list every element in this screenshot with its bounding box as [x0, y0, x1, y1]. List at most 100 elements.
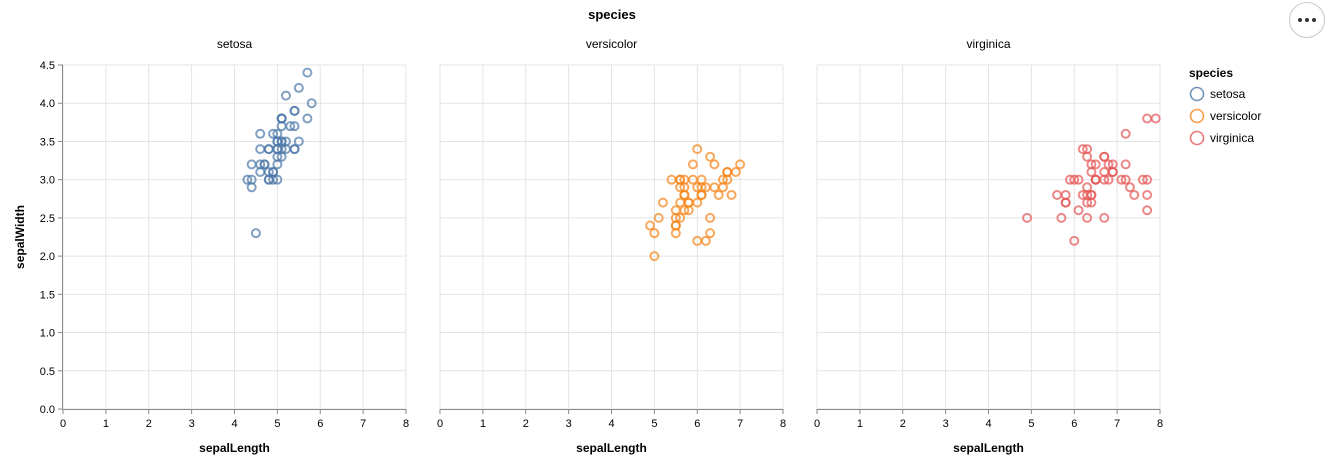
x-tick-label: 8	[403, 418, 409, 430]
data-point-versicolor	[705, 212, 716, 223]
data-point-setosa	[255, 159, 266, 170]
actions-menu-button[interactable]	[1289, 2, 1325, 38]
facet-title: species	[588, 7, 636, 22]
x-axis-title: sepalLength	[576, 441, 647, 455]
x-tick-label: 7	[737, 418, 743, 430]
data-point-setosa	[250, 228, 261, 239]
data-point-versicolor	[735, 159, 746, 170]
x-tick-label: 0	[437, 418, 443, 430]
data-point-versicolor	[649, 251, 660, 262]
y-tick-label: 1.5	[40, 289, 55, 301]
data-point-versicolor	[696, 174, 707, 185]
x-tick-label: 3	[566, 418, 572, 430]
data-point-virginica	[1073, 205, 1084, 216]
data-point-virginica	[1086, 189, 1097, 200]
y-axis-title: sepalWidth	[13, 205, 27, 269]
data-point-versicolor	[653, 212, 664, 223]
data-point-versicolor	[709, 159, 720, 170]
data-point-setosa	[302, 113, 313, 124]
x-axis-title: sepalLength	[953, 441, 1024, 455]
x-tick-label: 3	[189, 418, 195, 430]
data-point-virginica	[1107, 167, 1118, 178]
x-tick-label: 5	[1028, 418, 1034, 430]
data-point-setosa	[255, 128, 266, 139]
data-point-virginica	[1090, 174, 1101, 185]
data-point-setosa	[255, 144, 266, 155]
x-tick-label: 7	[1114, 418, 1120, 430]
data-point-versicolor	[692, 144, 703, 155]
data-point-versicolor	[687, 159, 698, 170]
data-point-versicolor	[670, 205, 681, 216]
data-point-setosa	[272, 136, 283, 147]
data-point-virginica	[1124, 182, 1135, 193]
x-tick-label: 2	[900, 418, 906, 430]
data-point-versicolor	[726, 189, 737, 200]
legend-symbol-versicolor	[1189, 108, 1205, 124]
data-point-virginica	[1086, 167, 1097, 178]
data-point-virginica	[1056, 212, 1067, 223]
data-point-virginica	[1142, 189, 1153, 200]
data-point-virginica	[1077, 144, 1088, 155]
x-tick-label: 4	[985, 418, 991, 430]
y-tick-label: 1.0	[40, 328, 55, 340]
data-point-setosa	[285, 121, 296, 132]
data-point-versicolor	[730, 167, 741, 178]
data-point-setosa	[289, 121, 300, 132]
data-point-setosa	[276, 113, 287, 124]
x-tick-label: 4	[231, 418, 237, 430]
y-tick-label: 2.0	[40, 251, 55, 263]
y-tick-label: 2.5	[40, 213, 55, 225]
data-point-versicolor	[649, 228, 660, 239]
y-tick-label: 3.5	[40, 136, 55, 148]
data-point-setosa	[280, 90, 291, 101]
data-point-virginica	[1137, 174, 1148, 185]
data-point-versicolor	[713, 189, 724, 200]
data-point-versicolor	[692, 197, 703, 208]
data-point-virginica	[1022, 212, 1033, 223]
data-point-virginica	[1082, 212, 1093, 223]
data-point-versicolor	[705, 228, 716, 239]
x-tick-label: 1	[103, 418, 109, 430]
x-axis-title: sepalLength	[199, 441, 270, 455]
data-point-setosa	[306, 98, 317, 109]
data-point-versicolor	[675, 197, 686, 208]
data-point-virginica	[1052, 189, 1063, 200]
more-dots-icon	[1298, 18, 1316, 22]
y-tick-label: 4.5	[40, 60, 55, 72]
data-point-versicolor	[700, 182, 711, 193]
x-tick-label: 6	[317, 418, 323, 430]
y-tick-label: 0.0	[40, 404, 55, 416]
data-point-setosa	[276, 144, 287, 155]
x-tick-label: 0	[814, 418, 820, 430]
data-point-setosa	[272, 151, 283, 162]
legend-symbol-virginica	[1189, 130, 1205, 146]
data-point-setosa	[242, 174, 253, 185]
x-tick-label: 1	[480, 418, 486, 430]
data-point-setosa	[259, 159, 270, 170]
y-tick-label: 4.0	[40, 98, 55, 110]
x-tick-label: 6	[694, 418, 700, 430]
data-point-versicolor	[722, 167, 733, 178]
data-point-virginica	[1082, 144, 1093, 155]
legend-symbol-setosa	[1189, 86, 1205, 102]
x-tick-label: 0	[60, 418, 66, 430]
legend-title: species	[1189, 66, 1233, 80]
x-tick-label: 4	[608, 418, 614, 430]
data-point-virginica	[1099, 151, 1110, 162]
x-tick-label: 5	[651, 418, 657, 430]
x-tick-label: 7	[360, 418, 366, 430]
panel-title-versicolor: versicolor	[586, 37, 637, 51]
y-tick-label: 0.5	[40, 366, 55, 378]
legend-label-versicolor: versicolor	[1210, 109, 1261, 123]
data-point-virginica	[1120, 159, 1131, 170]
x-tick-label: 2	[523, 418, 529, 430]
data-point-virginica	[1069, 235, 1080, 246]
data-point-versicolor	[675, 212, 686, 223]
x-tick-label: 3	[943, 418, 949, 430]
data-point-virginica	[1120, 174, 1131, 185]
data-point-virginica	[1142, 174, 1153, 185]
data-point-virginica	[1116, 174, 1127, 185]
data-point-versicolor	[705, 151, 716, 162]
data-point-setosa	[246, 174, 257, 185]
